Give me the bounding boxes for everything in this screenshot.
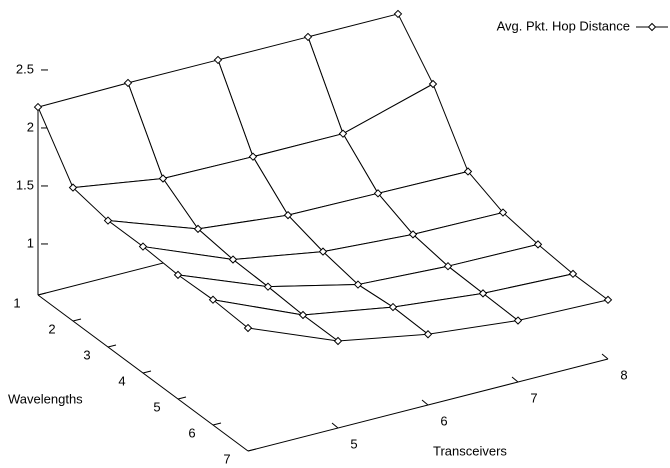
data-point (428, 79, 438, 89)
data-point (248, 152, 258, 161)
x-tick (601, 353, 609, 360)
data-point (33, 102, 43, 112)
x-tick (331, 422, 339, 429)
data-point (68, 183, 78, 192)
y-tick (37, 292, 47, 296)
y-tick-label: 5 (153, 399, 160, 414)
data-point (263, 282, 273, 291)
data-point (298, 310, 308, 320)
x-tick-label: 6 (440, 413, 447, 428)
data-point (138, 242, 148, 251)
z-tick-label: 1 (27, 235, 34, 250)
y-tick (142, 370, 152, 374)
legend-label: Avg. Pkt. Hop Distance (497, 18, 630, 33)
data-point (338, 129, 348, 138)
data-point (283, 210, 293, 220)
data-point (213, 55, 223, 65)
data-point (603, 295, 613, 305)
y-tick (212, 422, 222, 426)
data-point (208, 295, 218, 304)
x-tick-label: 8 (620, 367, 627, 382)
z-tick-label: 2.5 (16, 61, 34, 76)
x-tick-label: 5 (350, 436, 357, 451)
x-axis-title: Transceivers (433, 443, 507, 458)
y-tick (177, 396, 187, 400)
data-point (103, 216, 113, 225)
data-point (228, 255, 238, 264)
data-point (373, 189, 383, 198)
data-point (463, 167, 473, 176)
data-point (318, 247, 328, 256)
y-tick (72, 318, 82, 322)
data-point (533, 240, 543, 249)
data-point (123, 78, 133, 88)
data-point (423, 330, 433, 339)
y-tick-label: 2 (48, 321, 55, 336)
y-axis-title: Wavelengths (8, 391, 83, 406)
y-tick-label: 1 (13, 295, 20, 310)
y-tick-label: 3 (83, 347, 90, 362)
data-point (333, 336, 343, 346)
data-point (443, 261, 453, 271)
x-tick (421, 399, 429, 406)
data-point (353, 280, 363, 289)
y-tick-label: 6 (188, 425, 195, 440)
x-tick-label: 7 (530, 390, 537, 405)
data-point (158, 174, 168, 183)
z-tick-label: 2 (27, 119, 34, 134)
data-point (498, 208, 508, 217)
data-point (408, 230, 418, 239)
x-tick (511, 376, 519, 383)
data-point (393, 9, 403, 19)
data-point (478, 289, 488, 298)
y-tick-label: 7 (223, 451, 230, 466)
data-point (388, 302, 398, 312)
y-tick-label: 4 (118, 373, 125, 388)
data-point (173, 270, 183, 280)
data-point (303, 32, 313, 42)
data-point (513, 316, 523, 325)
y-tick (107, 344, 117, 348)
data-point (568, 269, 578, 279)
y-tick (247, 448, 257, 452)
data-point (243, 323, 253, 333)
legend-marker (647, 22, 657, 32)
data-point (193, 224, 203, 234)
z-tick-label: 1.5 (16, 177, 34, 192)
